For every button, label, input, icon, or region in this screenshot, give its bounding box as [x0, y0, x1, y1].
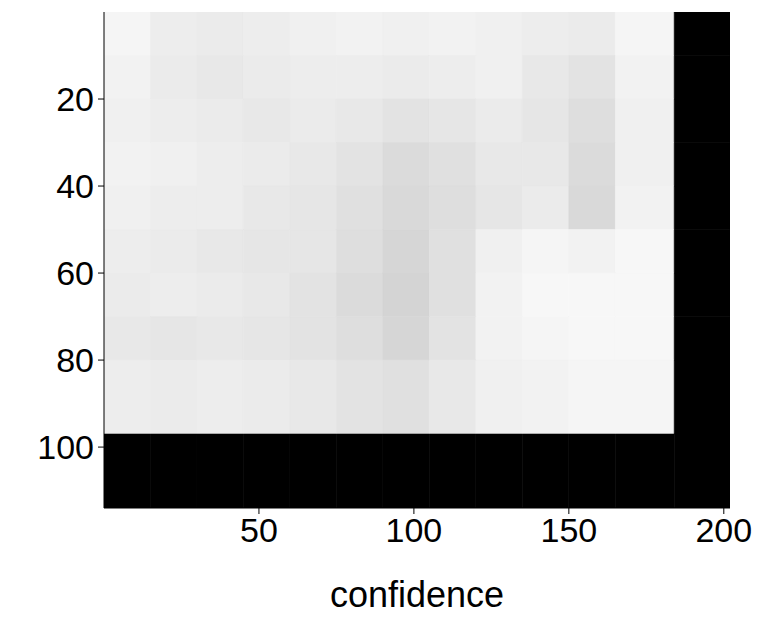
svg-text:20: 20	[56, 80, 94, 118]
svg-text:50: 50	[240, 511, 278, 549]
svg-text:150: 150	[540, 511, 597, 549]
svg-text:40: 40	[56, 167, 94, 205]
svg-text:60: 60	[56, 254, 94, 292]
svg-text:100: 100	[37, 428, 94, 466]
svg-text:confidence: confidence	[330, 574, 504, 615]
svg-text:100: 100	[386, 511, 443, 549]
svg-text:200: 200	[695, 511, 752, 549]
svg-text:80: 80	[56, 341, 94, 379]
